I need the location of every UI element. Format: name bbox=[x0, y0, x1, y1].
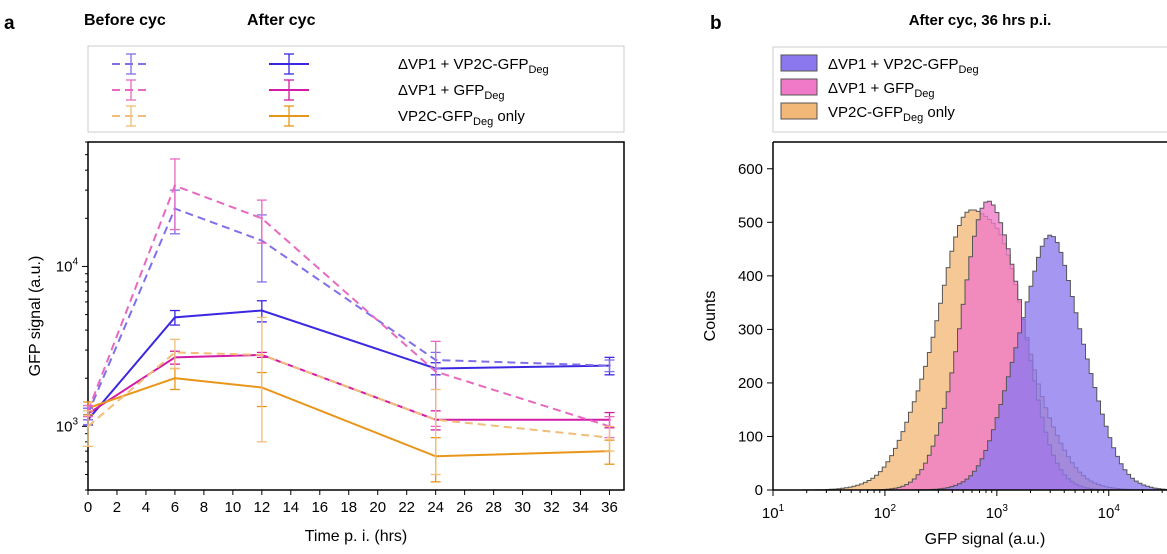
data-point-deg_vp1_vp2c bbox=[260, 309, 264, 312]
x-tick-label-a: 22 bbox=[398, 499, 415, 516]
x-tick-label-a: 8 bbox=[200, 499, 208, 516]
data-point-vp2c_only_before bbox=[260, 353, 264, 357]
panel-b: b After cyc, 36 hrs p.i. ΔVP1 + VP2C-GFP… bbox=[702, 12, 1167, 548]
series-line-vp2c_only_before bbox=[87, 351, 610, 439]
x-axis-label-b: GFP signal (a.u.) bbox=[925, 531, 1046, 548]
x-tick-label-a: 4 bbox=[142, 499, 150, 516]
data-point-vp2c_only_before bbox=[86, 425, 90, 428]
data-point-deg_vp1_gfp_before bbox=[260, 217, 264, 220]
x-tick-label-b: 102 bbox=[874, 503, 897, 522]
col-header-after: After cyc bbox=[247, 12, 316, 29]
plot-a-frame bbox=[87, 141, 625, 491]
legend-b: ΔVP1 + VP2C-GFPDeg ΔVP1 + GFPDeg VP2C-GFPD… bbox=[780, 54, 979, 124]
panel-a: a Before cyc After cyc ΔVP1 + VP2C-GFPDe… bbox=[4, 12, 625, 545]
y-tick-label-a: 104 bbox=[56, 256, 79, 275]
panel-b-letter: b bbox=[710, 13, 722, 34]
x-tick-label-a: 12 bbox=[253, 499, 270, 516]
data-point-vp2c_only_before bbox=[608, 436, 611, 439]
x-tick-label-a: 2 bbox=[113, 499, 121, 516]
data-point-deg_vp1_vp2c_before bbox=[608, 364, 611, 367]
y-tick-label-b: 200 bbox=[738, 375, 763, 392]
x-tick-label-b: 104 bbox=[1098, 503, 1121, 522]
y-tick-label-b: 0 bbox=[755, 482, 763, 499]
panel-a-letter: a bbox=[4, 13, 15, 34]
data-point-vp2c_only_before bbox=[434, 418, 437, 421]
legend-a-frame bbox=[87, 45, 625, 133]
legend-a: ΔVP1 + VP2C-GFPDeg ΔVP1 + GFPDeg VP2C-GFPD… bbox=[112, 53, 549, 128]
plot-b: 0 100 200 300 400 500 600 101 102 103 104 bbox=[738, 161, 1167, 522]
series-line-deg_vp1_gfp_before bbox=[87, 184, 610, 428]
col-header-before: Before cyc bbox=[84, 12, 166, 29]
y-axis-label-b: Counts bbox=[702, 291, 719, 342]
data-point-deg_vp1_gfp_before bbox=[173, 184, 177, 187]
chart-title-b: After cyc, 36 hrs p.i. bbox=[909, 12, 1052, 29]
y-tick-label-b: 300 bbox=[738, 321, 763, 338]
x-tick-label-b: 101 bbox=[762, 503, 785, 522]
x-tick-label-a: 26 bbox=[456, 499, 473, 516]
data-point-vp2c_only_before bbox=[173, 351, 177, 354]
x-tick-label-a: 18 bbox=[340, 499, 357, 516]
x-tick-label-a: 16 bbox=[311, 499, 328, 516]
x-tick-label-a: 14 bbox=[282, 499, 299, 516]
legend-label-b-deg_vp1_gfp: ΔVP1 + GFPDeg bbox=[828, 80, 935, 100]
legend-swatch-b-vp2c_only bbox=[780, 102, 818, 120]
legend-label-vp2c_only: VP2C-GFPDeg only bbox=[398, 108, 525, 128]
series-line-vp2c_only bbox=[87, 377, 610, 458]
x-tick-label-a: 34 bbox=[572, 499, 589, 516]
x-axis-label-a: Time p. i. (hrs) bbox=[305, 528, 408, 545]
series-line-deg_vp1_vp2c bbox=[87, 309, 610, 421]
legend-swatch-b-deg_vp1_gfp bbox=[780, 78, 818, 96]
y-tick-label-b: 600 bbox=[738, 161, 763, 178]
y-tick-label-b: 100 bbox=[738, 428, 763, 445]
y-tick-label-a: 103 bbox=[56, 416, 79, 435]
x-tick-label-a: 0 bbox=[84, 499, 92, 516]
data-point-deg_vp1_vp2c bbox=[173, 316, 177, 319]
legend-label-b-deg_vp1_vp2c: ΔVP1 + VP2C-GFPDeg bbox=[828, 56, 979, 76]
legend-label-b-vp2c_only: VP2C-GFPDeg only bbox=[828, 104, 955, 124]
x-tick-label-a: 6 bbox=[171, 499, 179, 516]
x-tick-label-a: 24 bbox=[427, 499, 444, 516]
x-tick-label-b: 103 bbox=[986, 503, 1009, 522]
legend-b-frame bbox=[772, 46, 1167, 133]
legend-swatch-b-deg_vp1_vp2c bbox=[780, 54, 818, 72]
x-tick-label-a: 32 bbox=[543, 499, 560, 516]
data-point-deg_vp1_gfp_before bbox=[434, 370, 437, 373]
series-line-deg_vp1_vp2c_before bbox=[87, 207, 610, 415]
data-point-vp2c_only bbox=[173, 377, 177, 380]
x-tick-label-a: 36 bbox=[601, 499, 618, 516]
legend-label-deg_vp1_gfp: ΔVP1 + GFPDeg bbox=[398, 82, 505, 102]
x-tick-label-a: 10 bbox=[225, 499, 242, 516]
y-axis-label-a: GFP signal (a.u.) bbox=[27, 256, 44, 377]
x-tick-label-a: 30 bbox=[514, 499, 531, 516]
y-tick-label-b: 400 bbox=[738, 268, 763, 285]
x-tick-label-a: 20 bbox=[369, 499, 386, 516]
y-tick-label-b: 500 bbox=[738, 214, 763, 231]
legend-label-deg_vp1_vp2c: ΔVP1 + VP2C-GFPDeg bbox=[398, 56, 549, 76]
x-tick-label-a: 28 bbox=[485, 499, 502, 516]
